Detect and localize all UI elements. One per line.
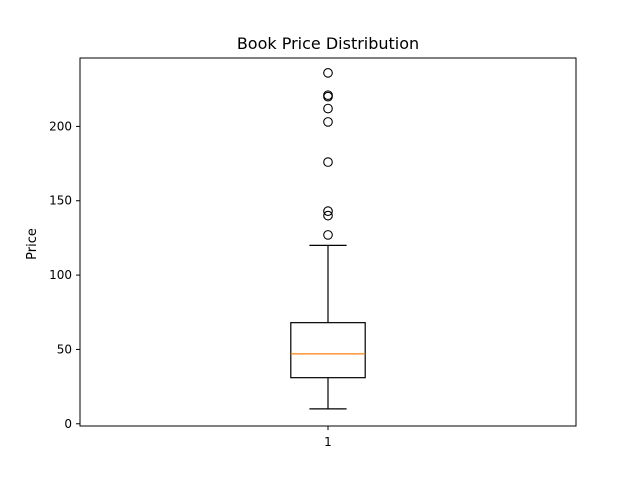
outlier-point	[323, 90, 333, 101]
interquartile-box	[290, 322, 366, 379]
y-tick-label: 50	[57, 342, 72, 356]
outlier-point	[323, 206, 333, 216]
outlier-point	[323, 230, 333, 240]
y-axis-label: Price	[25, 228, 40, 260]
x-tick-label: 1	[324, 435, 332, 449]
axes-layer: 0 50 100 150 200 1	[49, 119, 332, 449]
outlier-point	[323, 68, 333, 78]
y-tick-label: 200	[49, 119, 72, 133]
outlier-point	[323, 157, 333, 167]
y-tick-label: 0	[64, 417, 72, 431]
plot-area	[290, 68, 366, 410]
y-tick-label: 150	[49, 194, 72, 208]
chart-title: Book Price Distribution	[237, 34, 419, 53]
outlier-point	[323, 210, 333, 221]
plot-frame	[79, 57, 577, 427]
outlier-point	[323, 117, 333, 127]
y-tick-label: 100	[49, 268, 72, 282]
outlier-point	[323, 103, 333, 114]
